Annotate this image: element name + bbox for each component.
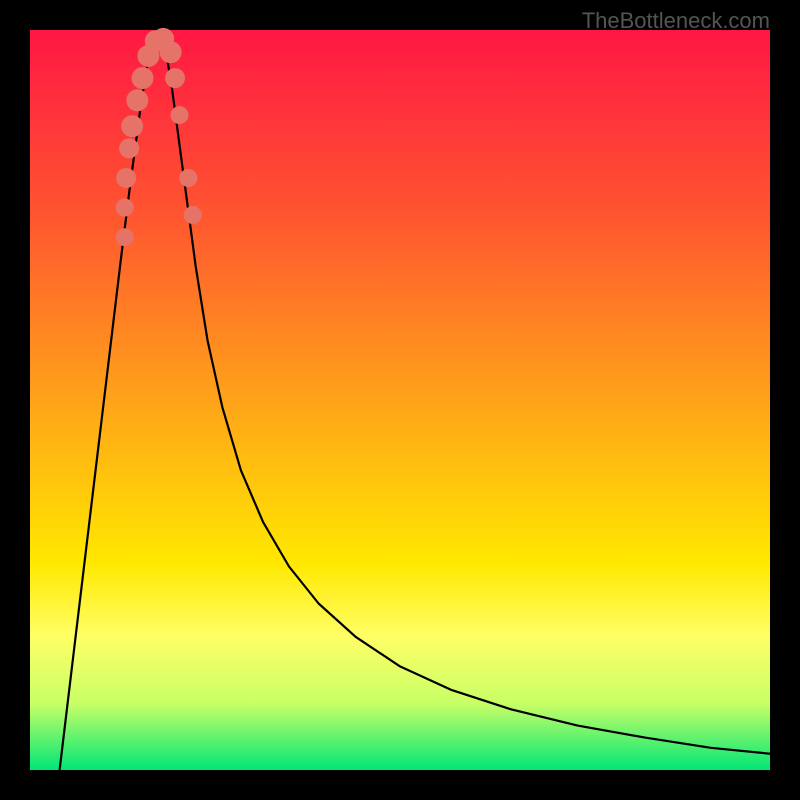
data-marker	[116, 168, 136, 188]
data-marker	[184, 206, 202, 224]
data-marker	[126, 89, 148, 111]
data-marker	[170, 106, 188, 124]
data-marker	[116, 228, 134, 246]
data-marker	[119, 138, 139, 158]
data-marker	[131, 67, 153, 89]
data-marker	[179, 169, 197, 187]
bottleneck-curve	[60, 30, 770, 770]
chart-overlay	[0, 0, 800, 800]
data-marker	[165, 68, 185, 88]
data-marker	[160, 41, 182, 63]
data-marker	[121, 115, 143, 137]
data-marker	[116, 199, 134, 217]
marker-group	[116, 28, 202, 246]
